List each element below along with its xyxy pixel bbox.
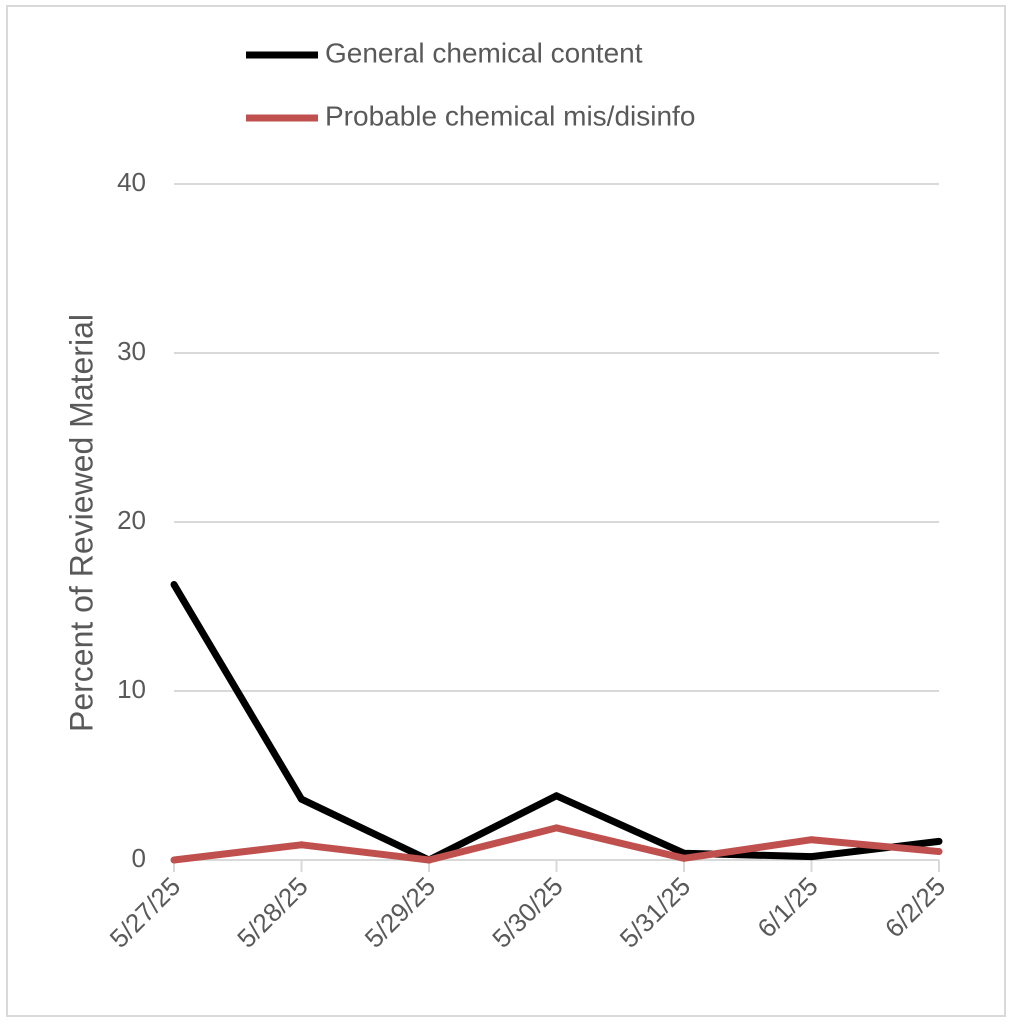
gridlines <box>174 183 939 692</box>
y-axis-title: Percent of Reviewed Material <box>63 314 99 732</box>
y-tick-label: 10 <box>117 674 146 704</box>
data-point <box>298 795 305 803</box>
x-tick-label: 5/30/25 <box>486 871 569 954</box>
data-point <box>553 824 560 832</box>
y-axis-ticks: 0 10 20 30 40 <box>117 167 146 873</box>
y-tick-label: 0 <box>132 843 146 873</box>
x-tick-label: 6/2/25 <box>879 871 951 943</box>
data-point <box>935 837 943 845</box>
legend-label: Probable chemical mis/disinfo <box>325 100 695 131</box>
chart-frame <box>6 5 1006 1017</box>
legend-label: General chemical content <box>325 37 643 68</box>
x-axis: 5/27/25 5/28/25 5/29/25 5/30/25 5/31/25 6/1/2… <box>104 859 951 954</box>
x-tick-label: 6/1/25 <box>751 871 823 943</box>
x-tick-label: 5/27/25 <box>104 871 187 954</box>
data-point <box>170 856 178 864</box>
y-tick-label: 30 <box>117 336 146 366</box>
data-point <box>170 581 178 589</box>
x-tick-label: 5/28/25 <box>231 871 314 954</box>
y-tick-label: 40 <box>117 167 146 197</box>
series-lines <box>170 581 943 864</box>
series-line-0 <box>170 582 940 864</box>
data-point <box>808 836 815 844</box>
data-point <box>298 841 305 849</box>
y-tick-label: 20 <box>117 505 146 535</box>
legend: General chemical content Probable chemica… <box>246 37 695 131</box>
data-point <box>553 792 560 800</box>
data-point <box>935 848 943 856</box>
x-tick-label: 5/29/25 <box>359 871 442 954</box>
data-point <box>425 856 433 864</box>
x-tick-label: 5/31/25 <box>614 871 697 954</box>
data-point <box>680 854 688 862</box>
data-point <box>808 853 815 861</box>
